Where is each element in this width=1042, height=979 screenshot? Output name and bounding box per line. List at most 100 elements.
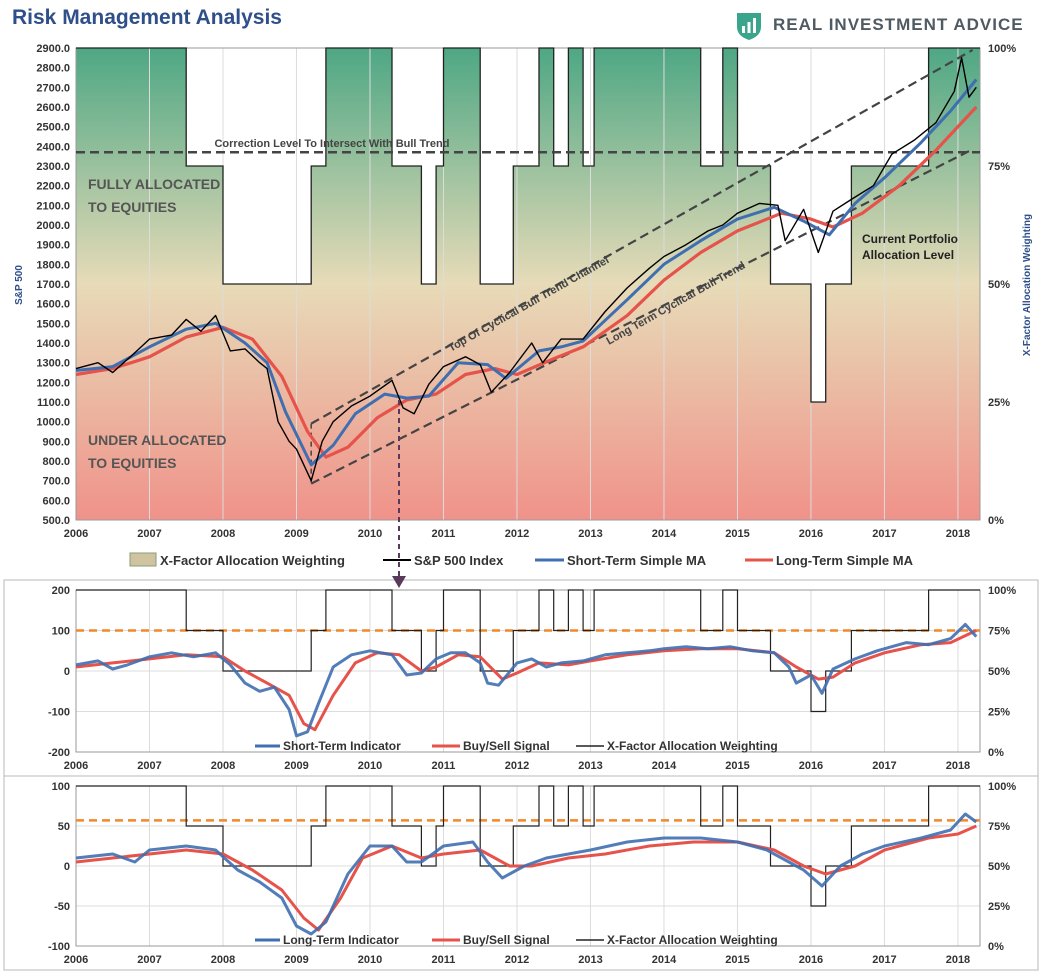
legend-label-long-ma: Long-Term Simple MA [776,553,914,568]
xfactor-allocation-line [76,589,980,713]
main-chart: 2900.0 2800.0 2700.0 2600.0 2500.0 2400.0 2300… [14,43,1033,568]
correction-level-label: Correction Level To Intersect With Bull … [214,138,449,150]
current-allocation-label: Current Portfolio [862,232,958,246]
y-tick-label: 900.0 [42,436,70,448]
x-tick-label: 2007 [137,954,161,966]
y2-tick-label: 75% [988,626,1010,638]
y-tick-label: 200 [52,585,70,597]
x-tick-label: 2008 [211,528,235,540]
y2-tick-label: 50% [988,666,1010,678]
x-tick-label: 2012 [505,954,529,966]
fully-allocated-label: FULLY ALLOCATED [88,176,220,192]
x-tick-label: 2014 [652,528,677,540]
x-tick-label: 2015 [725,954,749,966]
page-title: Risk Management Analysis [12,6,282,29]
y-tick-label: 1800.0 [36,259,70,271]
short-term-panel: 200 100 0 -100 -200 100% 75% 50% 25% 0% 2006 2007 20… [3,579,1039,777]
x-tick-label: 2018 [946,954,970,966]
legend-label-xfactor: X-Factor Allocation Weighting [160,553,345,568]
xfactor-mask [76,48,980,402]
legend-swatch-xfactor [129,552,157,567]
y2-tick-label: 100% [988,781,1016,793]
y-tick-label: 500.0 [42,515,70,527]
legend-label-signal: Buy/Sell Signal [463,933,550,947]
legend-label-sp500: S&P 500 Index [414,553,504,568]
x-tick-label: 2016 [799,954,823,966]
x-tick-label: 2013 [578,760,602,772]
y-tick-label: 2900.0 [36,43,70,55]
plot-frame [75,589,981,753]
x-tick-label: 2011 [432,528,456,540]
y2-tick-label: 75% [988,821,1010,833]
y2-tick-label: 25% [988,707,1010,719]
panel-frame [3,579,1039,777]
x-tick-label: 2015 [725,528,749,540]
y-tick-label: 1400.0 [36,338,70,350]
legend-label-short-ma: Short-Term Simple MA [567,553,707,568]
x-tick-label: 2009 [284,528,308,540]
x-tick-label: 2009 [284,760,308,772]
under-allocated-label-2: TO EQUITIES [88,455,176,471]
trend-channel-lower [310,148,974,485]
x-tick-label: 2018 [946,528,970,540]
x-tick-label: 2008 [211,760,235,772]
y-tick-label: 1000.0 [36,417,70,429]
buy-sell-signal-line [75,824,977,932]
y-tick-label: 800.0 [42,456,70,468]
y-tick-label: 600.0 [42,495,70,507]
x-tick-label: 2010 [358,528,382,540]
sp500-line [75,57,977,482]
x-tick-label: 2006 [64,528,88,540]
y-tick-label: 0 [64,861,70,873]
x-tick-label: 2006 [64,954,88,966]
x-tick-label: 2015 [725,760,749,772]
y-tick-label: 1700.0 [36,279,70,291]
x-tick-label: 2012 [505,760,529,772]
x-tick-label: 2016 [799,528,823,540]
y-tick-label: 2000.0 [36,220,70,232]
y2-axis-title: X-Factor Allocation Weighting [1022,214,1033,356]
y-tick-label: 0 [64,666,70,678]
legend-label-xfactor: X-Factor Allocation Weighting [607,739,778,753]
fully-allocated-label-2: TO EQUITIES [88,199,176,215]
current-allocation-label-2: Allocation Level [862,248,954,262]
y2-tick-label: 0% [988,747,1004,759]
indicator-line [75,812,978,936]
indicator-line [75,622,978,738]
y2-tick-label: 0% [988,515,1004,527]
x-tick-label: 2017 [872,954,896,966]
x-tick-label: 2007 [137,528,161,540]
y-tick-label: 2100.0 [36,200,70,212]
y-tick-label: 2200.0 [36,181,70,193]
y-tick-label: 1300.0 [36,358,70,370]
y-tick-label: 2500.0 [36,122,70,134]
y-tick-label: 1500.0 [36,318,70,330]
brand-name: REAL INVESTMENT ADVICE [773,15,1024,34]
y2-tick-label: 100% [988,43,1016,55]
y-tick-label: -100 [48,707,70,719]
panel-frame [3,775,1039,971]
xfactor-allocation-line [76,47,980,403]
brand-logo: REAL INVESTMENT ADVICE [733,8,1024,42]
y2-tick-label: 100% [988,585,1016,597]
x-tick-label: 2012 [505,528,529,540]
x-tick-label: 2008 [211,954,235,966]
x-tick-label: 2007 [137,760,161,772]
legend-label-indicator: Long-Term Indicator [283,933,399,947]
y2-tick-label: 0% [988,941,1004,953]
x-tick-label: 2014 [652,954,677,966]
brand-shield-icon [737,13,761,40]
y2-tick-label: 25% [988,901,1010,913]
link-arrow-head [392,576,406,588]
y-tick-label: 2300.0 [36,161,70,173]
y-tick-label: 2700.0 [36,82,70,94]
x-tick-label: 2017 [872,760,896,772]
x-tick-label: 2011 [432,954,456,966]
x-tick-label: 2013 [578,954,602,966]
trend-channel-upper [310,49,974,425]
x-tick-label: 2010 [358,760,382,772]
xfactor-allocation-line [76,785,980,907]
y2-tick-label: 75% [988,161,1010,173]
plot-frame [75,47,981,521]
